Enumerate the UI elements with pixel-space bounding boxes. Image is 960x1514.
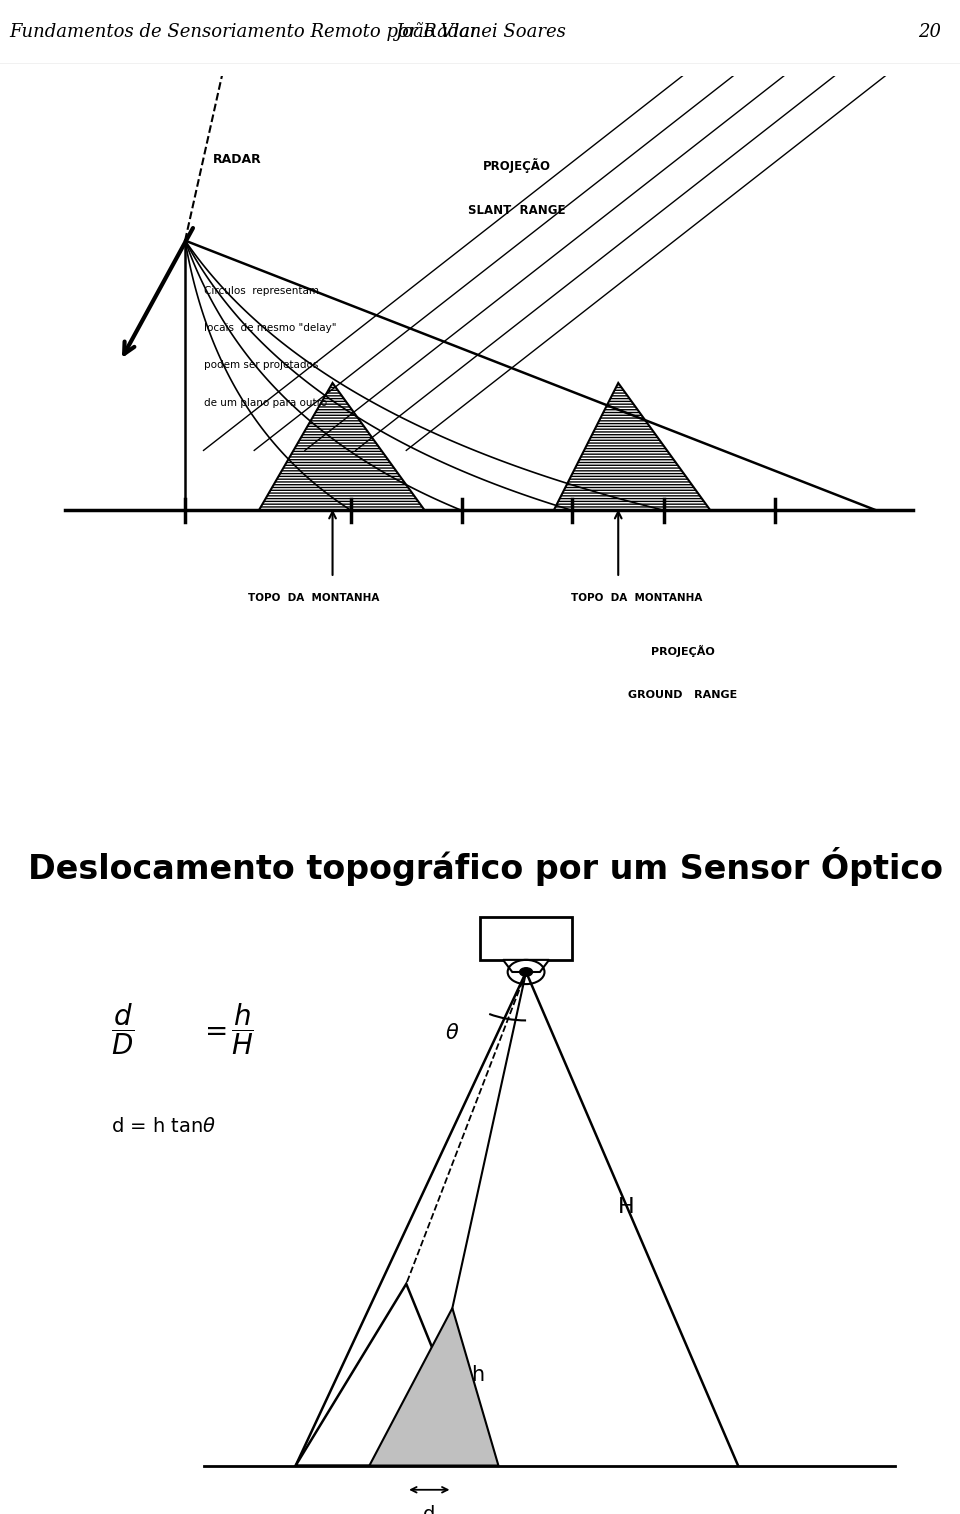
- Text: Fundamentos de Sensoriamento Remoto por Radar: Fundamentos de Sensoriamento Remoto por …: [10, 23, 479, 41]
- Text: SLANT  RANGE: SLANT RANGE: [468, 204, 565, 217]
- Text: PROJEÇÃO: PROJEÇÃO: [651, 645, 714, 657]
- Polygon shape: [370, 1308, 498, 1466]
- Polygon shape: [554, 383, 710, 510]
- Text: $\dfrac{h}{H}$: $\dfrac{h}{H}$: [231, 1002, 254, 1057]
- Text: 20: 20: [918, 23, 941, 41]
- Text: $\dfrac{d}{D}$: $\dfrac{d}{D}$: [111, 1002, 134, 1057]
- Text: $\theta$: $\theta$: [445, 1022, 460, 1043]
- Text: TOPO  DA  MONTANHA: TOPO DA MONTANHA: [249, 593, 380, 603]
- Text: d: d: [423, 1505, 436, 1514]
- Polygon shape: [259, 383, 424, 510]
- Text: $=$: $=$: [199, 1016, 227, 1043]
- Polygon shape: [503, 960, 549, 972]
- Text: podem ser projetados: podem ser projetados: [204, 360, 318, 371]
- Text: Deslocamento topográfico por um Sensor Óptico: Deslocamento topográfico por um Sensor Ó…: [29, 846, 944, 886]
- Text: H: H: [618, 1196, 635, 1217]
- Text: d = h tan$\theta$: d = h tan$\theta$: [111, 1117, 217, 1136]
- Text: GROUND   RANGE: GROUND RANGE: [628, 690, 737, 701]
- Text: h: h: [470, 1364, 484, 1385]
- Text: de um plano para outro: de um plano para outro: [204, 398, 326, 407]
- Bar: [480, 917, 572, 960]
- Text: Circulos  representam: Circulos representam: [204, 286, 319, 295]
- Polygon shape: [296, 1284, 480, 1466]
- Text: PROJEÇÃO: PROJEÇÃO: [483, 157, 551, 173]
- Text: locais  de mesmo "delay": locais de mesmo "delay": [204, 322, 336, 333]
- Text: RADAR: RADAR: [213, 153, 261, 165]
- Text: TOPO  DA  MONTANHA: TOPO DA MONTANHA: [571, 593, 703, 603]
- Text: João Vianei Soares: João Vianei Soares: [395, 23, 565, 41]
- Circle shape: [519, 967, 533, 977]
